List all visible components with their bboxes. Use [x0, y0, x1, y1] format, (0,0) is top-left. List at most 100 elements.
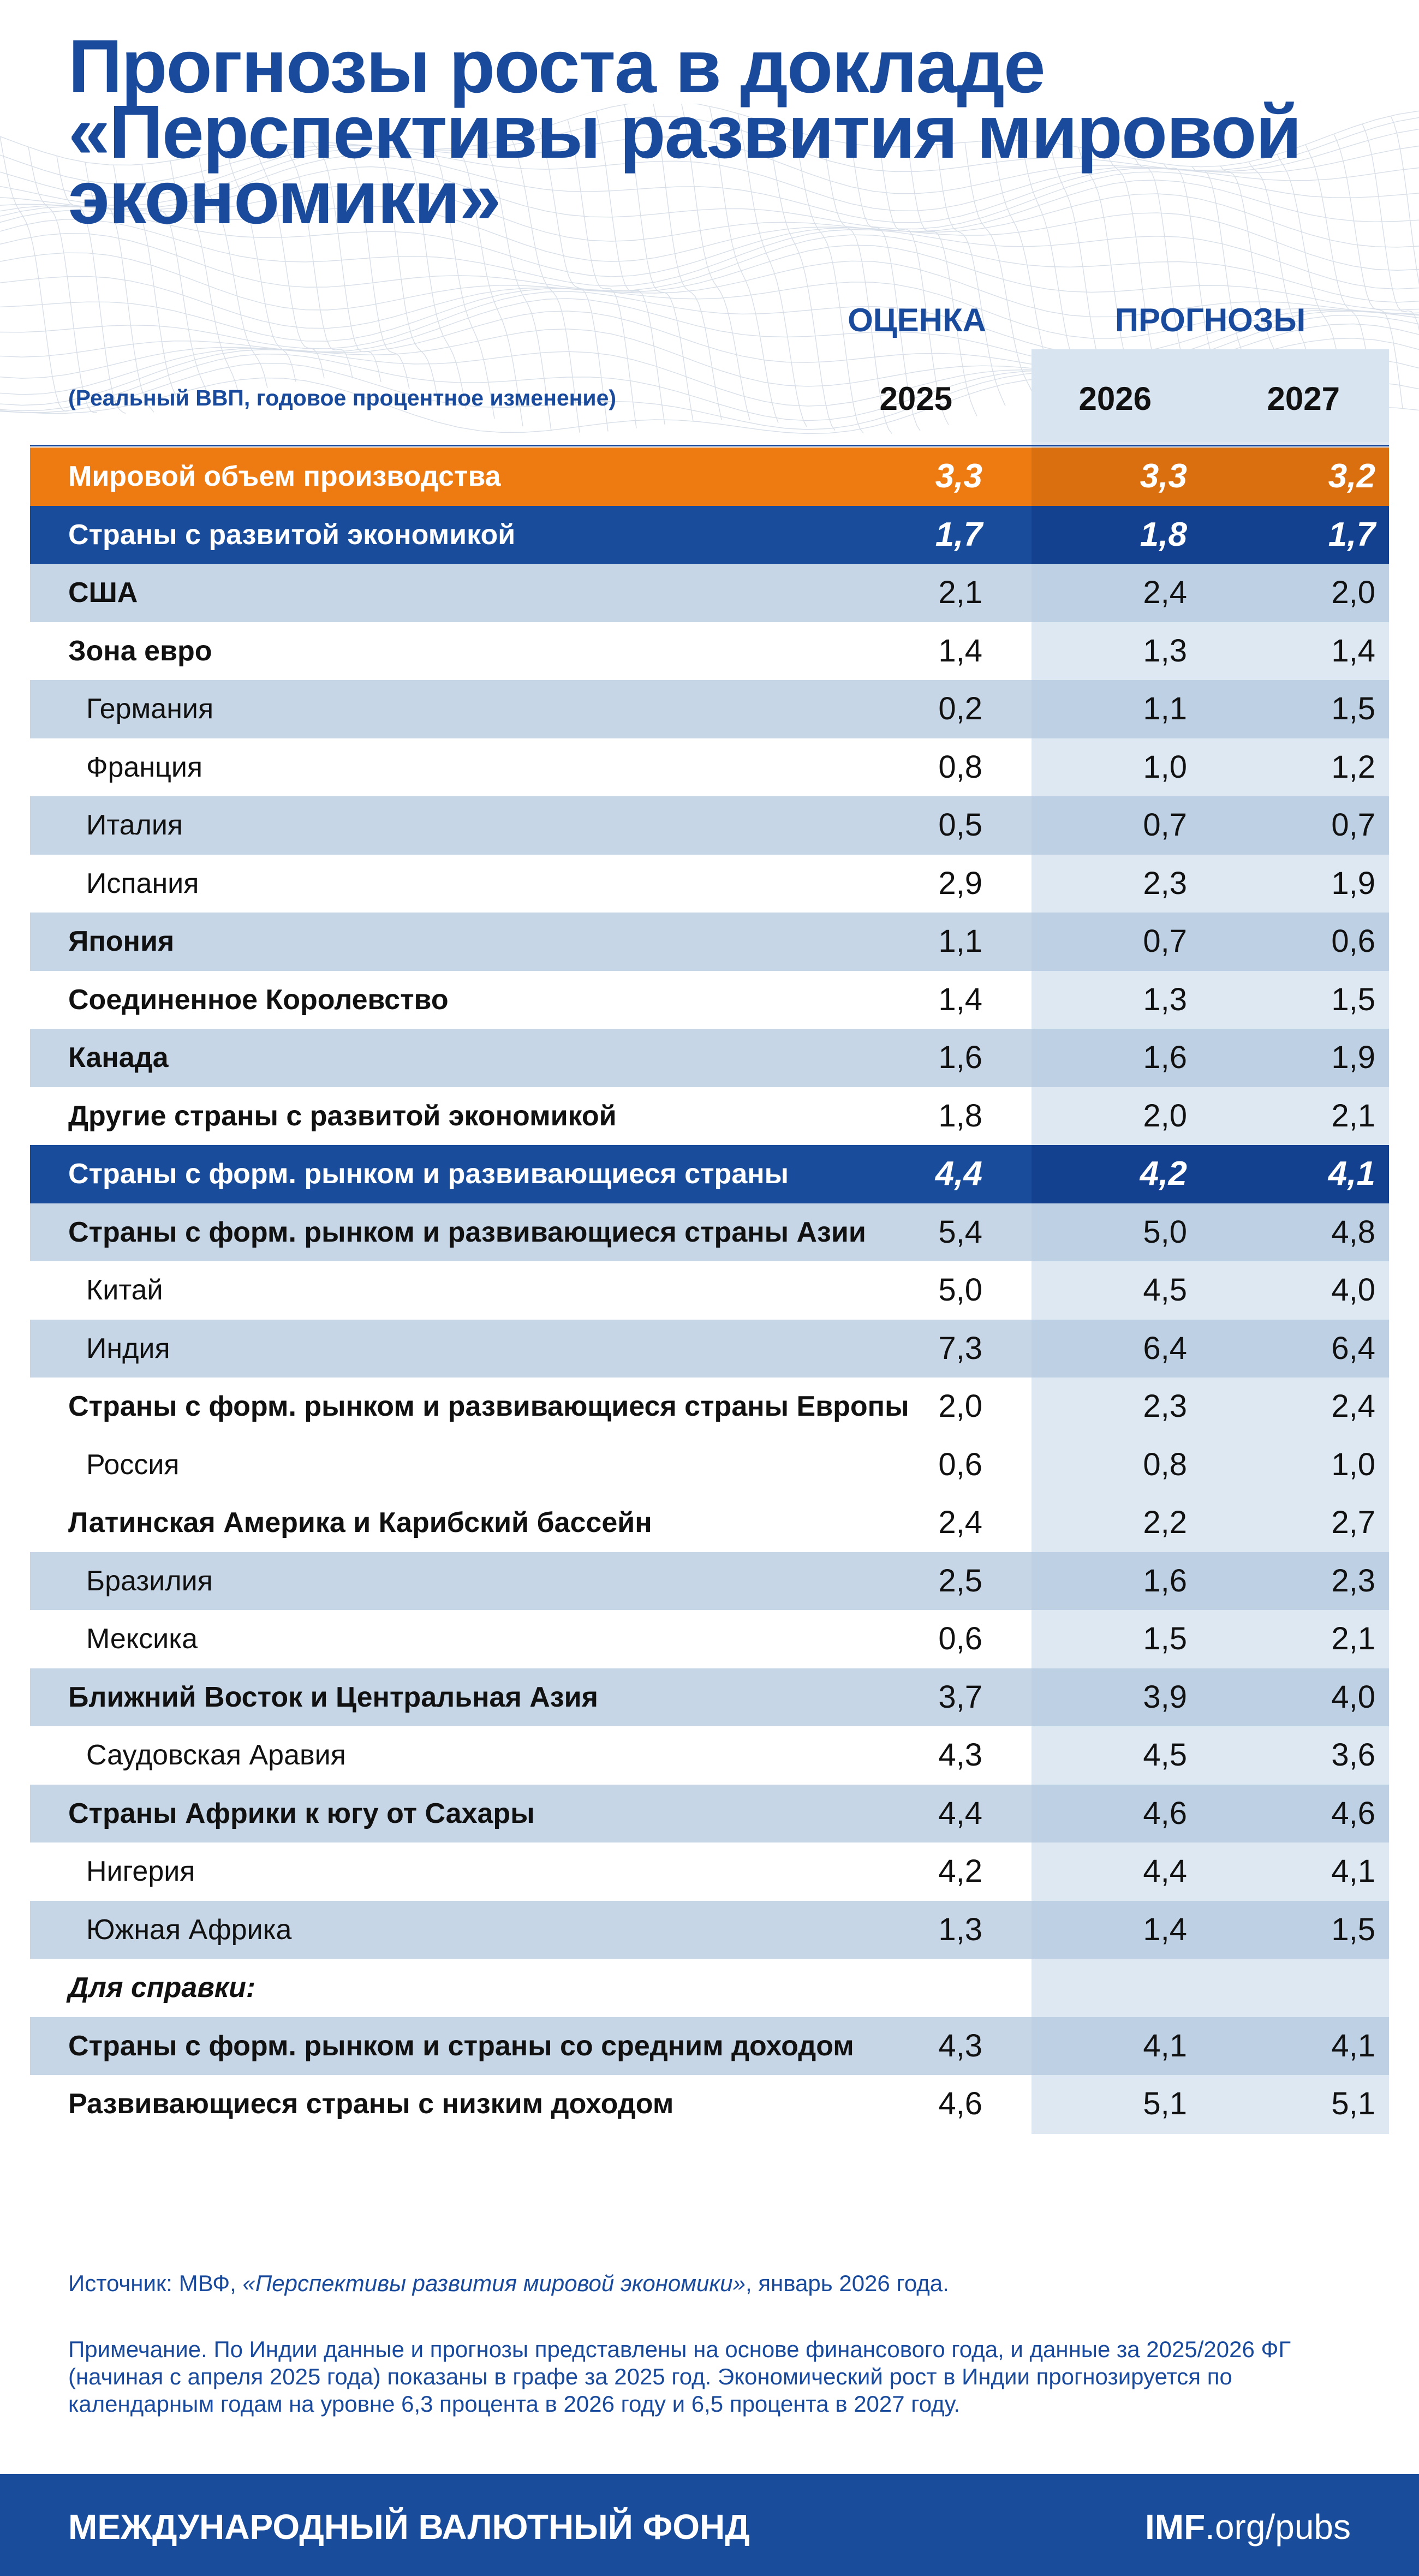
mesh-line: [936, 145, 1006, 406]
value-2027: 1,7: [1328, 515, 1375, 553]
mesh-line: [85, 162, 154, 413]
value-2026: 1,8: [1140, 515, 1187, 553]
footer-bar: МЕЖДУНАРОДНЫЙ ВАЛЮТНЫЙ ФОНД IMF.org/pubs: [0, 2474, 1419, 2576]
mesh-line: [113, 165, 183, 409]
mesh-line: [624, 104, 694, 422]
value-2026: 4,6: [1143, 1795, 1187, 1831]
value-2025: 0,8: [938, 749, 982, 785]
mesh-line: [0, 291, 1419, 356]
growth-table: Мировой объем производства 3,3 3,3 3,2 Стран…: [30, 448, 1389, 2133]
value-2025: 5,0: [938, 1272, 982, 1308]
mesh-line: [851, 144, 921, 431]
row-label: Страны с форм. рынком и развивающиеся ст…: [68, 1158, 789, 1190]
value-2025: 4,4: [938, 1795, 982, 1831]
mesh-line: [766, 122, 836, 431]
forecast-cell-shade: [1032, 1145, 1389, 1203]
table-row: Мировой объем производства 3,3 3,3 3,2: [30, 448, 1389, 506]
row-label: Канада: [68, 1042, 169, 1074]
value-2027: 1,5: [1331, 1911, 1375, 1947]
row-label: Страны с форм. рынком и развивающиеся ст…: [68, 1391, 909, 1422]
mesh-line: [255, 145, 325, 379]
value-2025: 7,3: [938, 1330, 982, 1366]
table-row: Япония 1,1 0,7 0,6: [30, 913, 1389, 971]
table-row: Страны Африки к югу от Сахары 4,4 4,6 4,6: [30, 1784, 1389, 1842]
row-label: Испания: [86, 867, 199, 899]
row-label: Германия: [86, 693, 214, 725]
table-row: Страны с форм. рынком и развивающиеся ст…: [30, 1378, 1389, 1436]
table-row: Страны с форм. рынком и страны со средни…: [30, 2017, 1389, 2075]
mesh-line: [737, 113, 807, 427]
row-label: Зона евро: [68, 635, 212, 667]
row-label: Южная Африка: [86, 1913, 292, 1946]
value-2025: 4,3: [938, 2028, 982, 2064]
row-label: Латинская Америка и Карибский бассейн: [68, 1507, 652, 1539]
value-2025: 2,1: [938, 575, 982, 610]
value-2026: 4,5: [1143, 1737, 1187, 1773]
forecast-column-label: ПРОГНОЗЫ: [1114, 302, 1306, 338]
table-row: Россия 0,6 0,8 1,0: [30, 1436, 1389, 1494]
mesh-line: [1305, 144, 1375, 411]
table-row: Южная Африка 1,3 1,4 1,5: [30, 1900, 1389, 1959]
value-2027: 4,6: [1331, 1795, 1375, 1831]
value-2026: 2,3: [1143, 1388, 1187, 1424]
mesh-line: [28, 147, 97, 413]
mesh-line: [0, 193, 1419, 263]
mesh-line: [681, 104, 750, 421]
value-2027: 1,4: [1331, 633, 1375, 669]
footer-url[interactable]: IMF.org/pubs: [1145, 2507, 1351, 2547]
estimate-column-label: ОЦЕНКА: [848, 302, 986, 338]
value-2025: 4,2: [938, 1853, 982, 1889]
value-2026: 1,3: [1143, 981, 1187, 1017]
mesh-line: [879, 146, 949, 425]
row-label: Индия: [86, 1332, 170, 1364]
source-note: Источник: МВФ, «Перспективы развития мир…: [68, 2270, 949, 2297]
mesh-line: [1362, 123, 1419, 331]
value-2027: 1,5: [1331, 691, 1375, 726]
value-2025: 4,3: [938, 1737, 982, 1773]
footer-organization: МЕЖДУНАРОДНЫЙ ВАЛЮТНЫЙ ФОНД: [68, 2507, 750, 2547]
mesh-line: [425, 149, 495, 419]
table-row: Китай 5,0 4,5 4,0: [30, 1261, 1389, 1320]
mesh-line: [0, 154, 1419, 223]
mesh-line: [368, 145, 438, 399]
year-header-2027: 2027: [1267, 380, 1340, 417]
value-2025: 1,6: [938, 1040, 982, 1075]
value-2026: 1,4: [1143, 1911, 1187, 1947]
mesh-line: [0, 232, 1419, 303]
year-header-2026: 2026: [1078, 380, 1152, 417]
table-row: Канада 1,6 1,6 1,9: [30, 1029, 1389, 1087]
row-label: Страны с развитой экономикой: [68, 518, 516, 551]
value-2027: 1,2: [1331, 749, 1375, 785]
value-2025: 2,0: [938, 1388, 982, 1424]
mesh-line: [312, 141, 381, 383]
row-label: Страны с форм. рынком и развивающиеся ст…: [68, 1216, 866, 1248]
row-label: Для справки:: [68, 1972, 256, 2003]
value-2026: 0,7: [1143, 807, 1187, 843]
value-2027: 4,1: [1331, 1853, 1375, 1889]
year-header-2025: 2025: [879, 380, 952, 417]
value-2025: 2,4: [938, 1505, 982, 1540]
mesh-line: [908, 146, 977, 416]
table-row: США 2,1 2,4 2,0: [30, 564, 1389, 622]
row-label: Саудовская Аравия: [86, 1739, 346, 1771]
row-label: Соединенное Королевство: [68, 983, 449, 1016]
value-2025: 1,3: [938, 1911, 982, 1947]
value-2026: 1,0: [1143, 749, 1187, 785]
footer-url-bold: IMF: [1144, 2507, 1206, 2547]
value-2027: 5,1: [1331, 2086, 1375, 2121]
table-row: Саудовская Аравия 4,3 4,5 3,6: [30, 1726, 1389, 1785]
value-2027: 0,6: [1331, 923, 1375, 959]
value-2027: 6,4: [1331, 1330, 1375, 1366]
mesh-line: [0, 166, 1419, 230]
mesh-line: [510, 137, 580, 433]
value-2027: 2,1: [1331, 1098, 1375, 1134]
table-row: Франция 0,8 1,0 1,2: [30, 738, 1389, 797]
value-2025: 0,2: [938, 691, 982, 726]
value-2026: 2,0: [1143, 1098, 1187, 1134]
mesh-line: [964, 142, 1034, 396]
value-2026: 4,4: [1143, 1853, 1187, 1889]
value-2027: 1,9: [1331, 1040, 1375, 1075]
row-label: Япония: [68, 926, 175, 957]
value-2027: 4,1: [1328, 1155, 1375, 1192]
value-2026: 2,4: [1143, 575, 1187, 610]
